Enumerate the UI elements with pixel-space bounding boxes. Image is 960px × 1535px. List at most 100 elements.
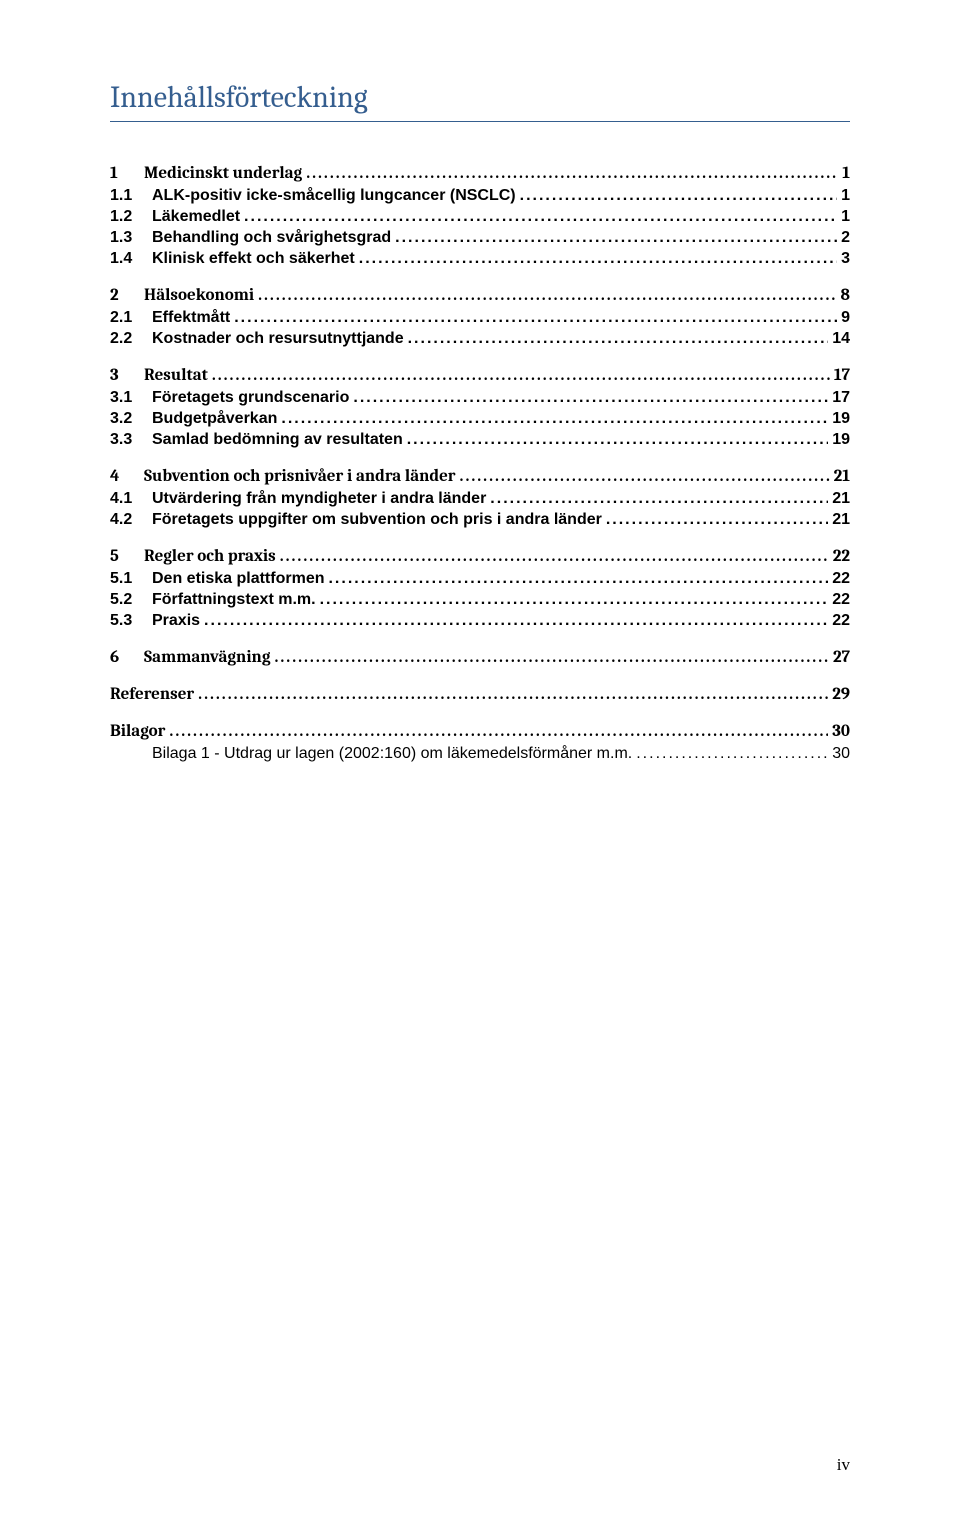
toc-page: 1 <box>842 164 850 183</box>
toc-label: Effektmått <box>152 309 230 326</box>
toc-num: 3 <box>110 366 144 385</box>
toc-leader <box>281 410 828 428</box>
toc-leader <box>359 250 837 268</box>
toc-leader <box>460 467 830 486</box>
toc-page: 2 <box>841 229 850 247</box>
toc-label: Den etiska plattformen <box>152 570 324 587</box>
toc-label: Referenser <box>110 685 194 704</box>
toc-num: 5.3 <box>110 612 152 630</box>
toc-entry-s5-3[interactable]: 5.3Praxis 22 <box>110 612 850 630</box>
toc-page: 8 <box>841 286 850 305</box>
toc-leader <box>408 330 829 348</box>
toc-entry-s1-1[interactable]: 1.1ALK-positiv icke-småcellig lungcancer… <box>110 187 850 205</box>
toc-num: 1.2 <box>110 208 152 226</box>
toc-page: 17 <box>834 366 850 385</box>
toc-entry-bilaga1[interactable]: Bilaga 1 - Utdrag ur lagen (2002:160) om… <box>152 745 850 763</box>
toc-leader <box>407 431 828 449</box>
toc-leader <box>234 309 837 327</box>
toc-num: 1 <box>110 164 144 183</box>
toc-num: 3.1 <box>110 389 152 407</box>
toc-page: 19 <box>832 410 850 428</box>
toc-label: Klinisk effekt och säkerhet <box>152 250 355 267</box>
toc-label: Behandling och svårighetsgrad <box>152 229 391 246</box>
toc-entry-references[interactable]: Referenser 29 <box>110 685 850 704</box>
toc-page: 22 <box>832 591 850 609</box>
toc-leader <box>306 164 838 183</box>
toc-num: 5.1 <box>110 570 152 588</box>
toc-leader <box>274 648 829 667</box>
toc-label: Subvention och prisnivåer i andra länder <box>144 467 456 486</box>
toc-leader <box>258 286 836 305</box>
toc-num: 4 <box>110 467 144 486</box>
toc-leader <box>244 208 837 226</box>
toc-num: 2 <box>110 286 144 305</box>
toc-entry-s3-3[interactable]: 3.3Samlad bedömning av resultaten 19 <box>110 431 850 449</box>
toc-leader <box>212 366 830 385</box>
toc-label: Budgetpåverkan <box>152 410 277 427</box>
toc-page: 30 <box>832 745 850 763</box>
toc-page: 22 <box>833 547 850 566</box>
toc-label: Samlad bedömning av resultaten <box>152 431 403 448</box>
toc-entry-s2[interactable]: 2Hälsoekonomi 8 <box>110 286 850 305</box>
toc-entry-s5-2[interactable]: 5.2Författningstext m.m. 22 <box>110 591 850 609</box>
toc-entry-s1-4[interactable]: 1.4Klinisk effekt och säkerhet 3 <box>110 250 850 268</box>
toc-num: 4.1 <box>110 490 152 508</box>
toc-num: 1.3 <box>110 229 152 247</box>
toc-entry-s1-3[interactable]: 1.3Behandling och svårighetsgrad 2 <box>110 229 850 247</box>
toc-page: 21 <box>832 511 850 529</box>
toc-label: Utvärdering från myndigheter i andra län… <box>152 490 486 507</box>
toc-leader <box>320 591 829 609</box>
toc-label: Medicinskt underlag <box>144 164 302 183</box>
toc-entry-s2-1[interactable]: 2.1Effektmått 9 <box>110 309 850 327</box>
toc-page: 3 <box>841 250 850 268</box>
toc-num: 1.1 <box>110 187 152 205</box>
toc-entry-s5[interactable]: 5Regler och praxis 22 <box>110 547 850 566</box>
toc-entry-bilagor[interactable]: Bilagor 30 <box>110 722 850 741</box>
toc-leader <box>204 612 828 630</box>
toc-label: Företagets uppgifter om subvention och p… <box>152 511 602 528</box>
toc-entry-s5-1[interactable]: 5.1Den etiska plattformen 22 <box>110 570 850 588</box>
toc-page: 30 <box>832 722 850 741</box>
toc-page: 21 <box>834 467 850 486</box>
toc-entry-s6[interactable]: 6Sammanvägning 27 <box>110 648 850 667</box>
toc-leader <box>395 229 837 247</box>
toc-entry-s2-2[interactable]: 2.2Kostnader och resursutnyttjande 14 <box>110 330 850 348</box>
toc-entry-s4[interactable]: 4Subvention och prisnivåer i andra lände… <box>110 467 850 486</box>
toc-page: 21 <box>832 490 850 508</box>
toc-entry-s3-1[interactable]: 3.1Företagets grundscenario 17 <box>110 389 850 407</box>
toc-num: 2.2 <box>110 330 152 348</box>
toc-label: Bilagor <box>110 722 165 741</box>
toc-label: Hälsoekonomi <box>144 286 254 305</box>
toc-label: Kostnader och resursutnyttjande <box>152 330 404 347</box>
toc-num: 6 <box>110 648 144 667</box>
toc-label: Regler och praxis <box>144 547 276 566</box>
toc-leader <box>169 722 828 741</box>
toc-leader <box>280 547 829 566</box>
toc-num: 5.2 <box>110 591 152 609</box>
toc-entry-s4-2[interactable]: 4.2Företagets uppgifter om subvention oc… <box>110 511 850 529</box>
toc-label: Författningstext m.m. <box>152 591 316 608</box>
toc-label: Läkemedlet <box>152 208 240 225</box>
toc-leader <box>490 490 828 508</box>
toc-label: Resultat <box>144 366 208 385</box>
toc-entry-s1-2[interactable]: 1.2Läkemedlet 1 <box>110 208 850 226</box>
toc-page: 27 <box>833 648 850 667</box>
toc-num: 3.3 <box>110 431 152 449</box>
toc-page: 9 <box>841 309 850 327</box>
toc-page: 19 <box>832 431 850 449</box>
toc-entry-s4-1[interactable]: 4.1Utvärdering från myndigheter i andra … <box>110 490 850 508</box>
toc-leader <box>353 389 828 407</box>
toc-leader <box>198 685 828 704</box>
toc-entry-s3[interactable]: 3Resultat 17 <box>110 366 850 385</box>
toc-num: 2.1 <box>110 309 152 327</box>
toc-label: ALK-positiv icke-småcellig lungcancer (N… <box>152 187 516 204</box>
toc-entry-s3-2[interactable]: 3.2Budgetpåverkan 19 <box>110 410 850 428</box>
toc-page: 29 <box>832 685 850 704</box>
toc-page: 1 <box>841 187 850 205</box>
toc-leader <box>520 187 837 205</box>
toc-label: Bilaga 1 - Utdrag ur lagen (2002:160) om… <box>152 745 632 763</box>
toc-num: 4.2 <box>110 511 152 529</box>
toc-entry-s1[interactable]: 1Medicinskt underlag 1 <box>110 164 850 183</box>
toc-leader <box>606 511 828 529</box>
page-title: Innehållsförteckning <box>110 80 850 122</box>
